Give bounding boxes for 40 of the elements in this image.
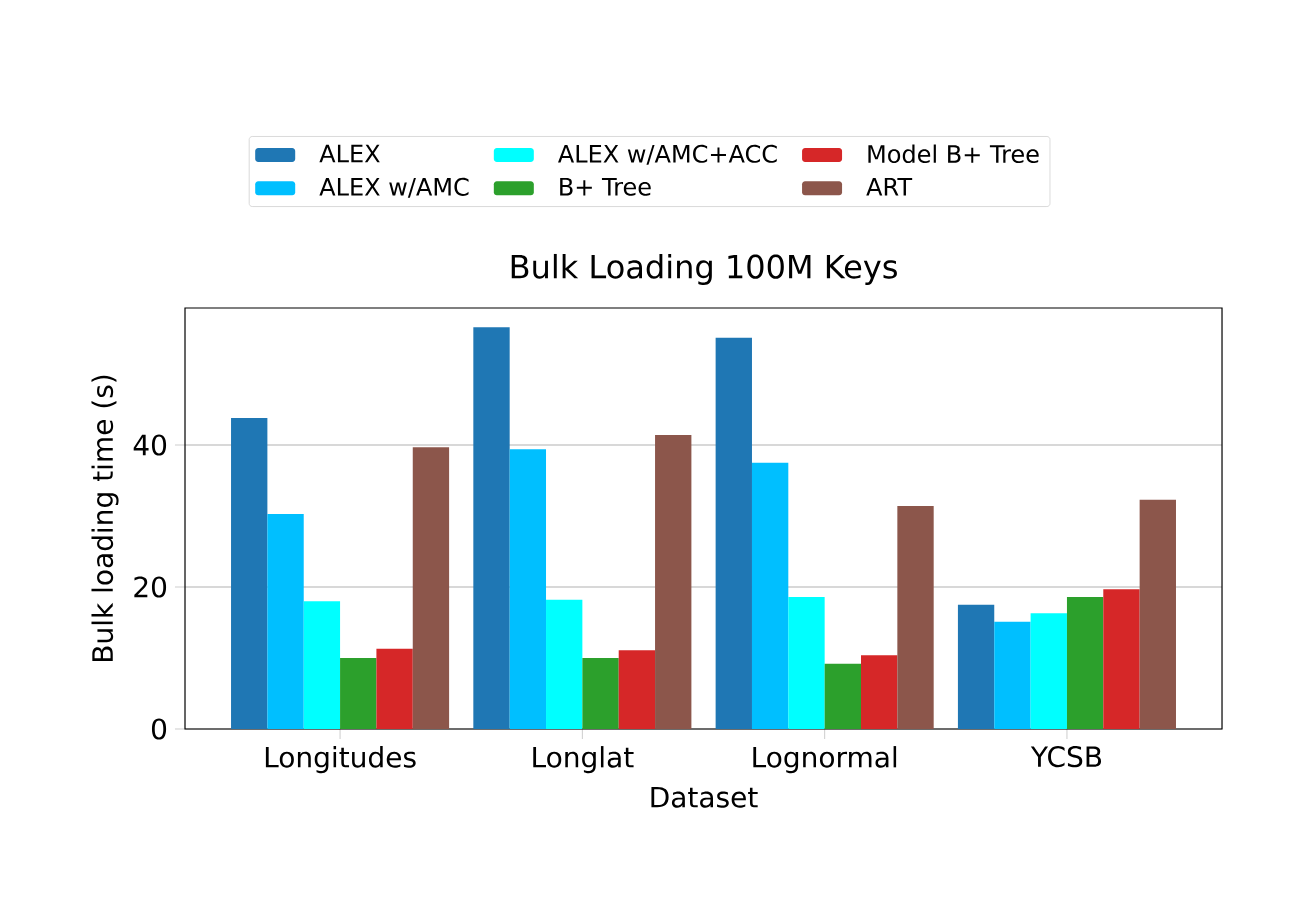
bar [509,449,547,729]
bar [751,462,789,729]
y-tick-label: 20 [134,576,167,598]
bar [897,506,934,729]
x-tick-label: Lognormal [753,746,897,774]
bar [582,658,619,729]
legend-label: ALEX [319,144,380,163]
bar [861,655,898,729]
bar [994,621,1031,729]
bar [957,604,995,729]
bar [340,658,377,729]
chart-title: Bulk Loading 100M Keys [511,253,897,285]
bar [473,327,510,729]
y-tick-label: 40 [133,434,167,456]
y-axis-title: Bulk loading time (s) [91,375,119,661]
bar [546,599,583,729]
bar [788,596,825,729]
legend-label: Model B+ Tree [868,144,1039,164]
bar [1139,499,1176,729]
x-tick-label: Longlat [533,746,634,774]
bar [231,418,268,729]
bar [1103,589,1140,729]
bar [618,650,656,729]
bar [376,648,413,729]
bar [1066,596,1104,729]
legend-label: ART [866,177,913,196]
bar [267,513,304,729]
bar [303,601,341,729]
bar [412,447,450,729]
bar [824,663,862,729]
legend-label: B+ Tree [560,177,651,196]
legend-label: ALEX w/AMC+ACC [558,144,777,165]
x-axis-title: Dataset [651,786,758,808]
bar [715,337,752,729]
x-tick-label: Longitudes [265,746,416,774]
bar [1030,613,1067,729]
bar [655,435,692,729]
legend-label: ALEX w/AMC [319,177,469,198]
x-tick-label: YCSB [1030,746,1102,768]
y-tick-label: 0 [151,718,167,740]
